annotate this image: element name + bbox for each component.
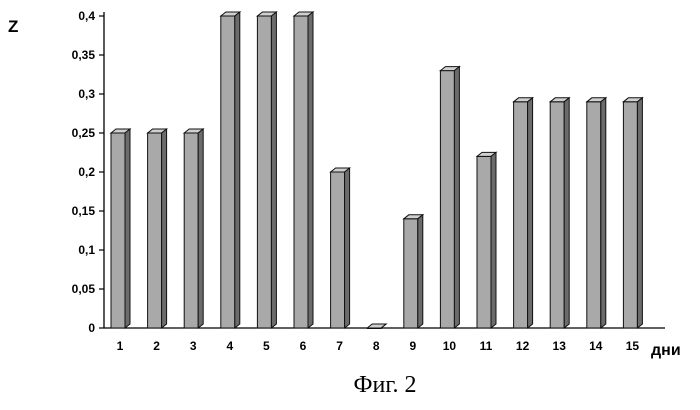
bar-front [294,16,308,328]
y-tick-label: 0,2 [78,165,95,179]
x-tick-label: 13 [553,339,567,353]
x-tick-label: 10 [443,339,457,353]
bars [111,12,642,329]
bar-front [587,102,601,328]
bar [440,67,459,328]
y-tick-label: 0,4 [78,9,95,23]
bar-side [491,152,496,328]
y-axis-title: Z [8,17,18,36]
y-tick-label: 0,05 [72,282,96,296]
bar-front [221,16,235,328]
bar-side [418,215,423,328]
x-tick-label: 6 [300,339,307,353]
bar-front [184,133,198,328]
bar-front [514,102,528,328]
bar-side [198,129,203,328]
bar [477,152,496,328]
x-tick-label: 5 [263,339,270,353]
bar [184,129,203,328]
bar-side [235,12,240,328]
bar-side [637,98,642,328]
bar-front [148,133,162,328]
bar [257,12,276,328]
x-tick-label: 11 [480,339,493,353]
bar-side [454,67,459,328]
bar [404,215,423,328]
bar-side [162,129,167,328]
figure-caption: Фиг. 2 [354,372,417,398]
x-tick-label: 15 [626,339,640,353]
y-tick-label: 0,25 [72,126,96,140]
x-tick-label: 14 [589,339,603,353]
bar [294,12,313,328]
x-tick-label: 8 [373,339,380,353]
bar [111,129,130,328]
bar-side [271,12,276,328]
bar [550,98,569,328]
x-tick-label: 7 [336,339,343,353]
bar [221,12,240,328]
bar-front [550,102,564,328]
x-tick-label: 4 [226,339,233,353]
bar-front [477,156,491,328]
bar-side [308,12,313,328]
bar-side [345,168,350,328]
bar [514,98,533,328]
y-tick-label: 0,1 [78,243,95,257]
bar [623,98,642,328]
bar [148,129,167,328]
bar-side [564,98,569,328]
bar [331,168,350,328]
x-tick-label: 3 [190,339,197,353]
bar-front [404,219,418,328]
bar-front [257,16,271,328]
bar-front [331,172,345,328]
bar-side [601,98,606,328]
bar-front [623,102,637,328]
y-tick-label: 0,3 [78,87,95,101]
bar [587,98,606,328]
x-axis-title: дни [651,342,681,359]
y-tick-label: 0,15 [72,204,96,218]
bar-front [111,133,125,328]
bar-side [528,98,533,328]
y-tick-label: 0,35 [72,48,96,62]
x-tick-label: 2 [153,339,160,353]
bar-side [125,129,130,328]
x-tick-label: 1 [117,339,124,353]
x-tick-label: 12 [516,339,530,353]
y-tick-label: 0 [88,321,95,335]
bar-front [440,71,454,328]
x-tick-label: 9 [409,339,416,353]
